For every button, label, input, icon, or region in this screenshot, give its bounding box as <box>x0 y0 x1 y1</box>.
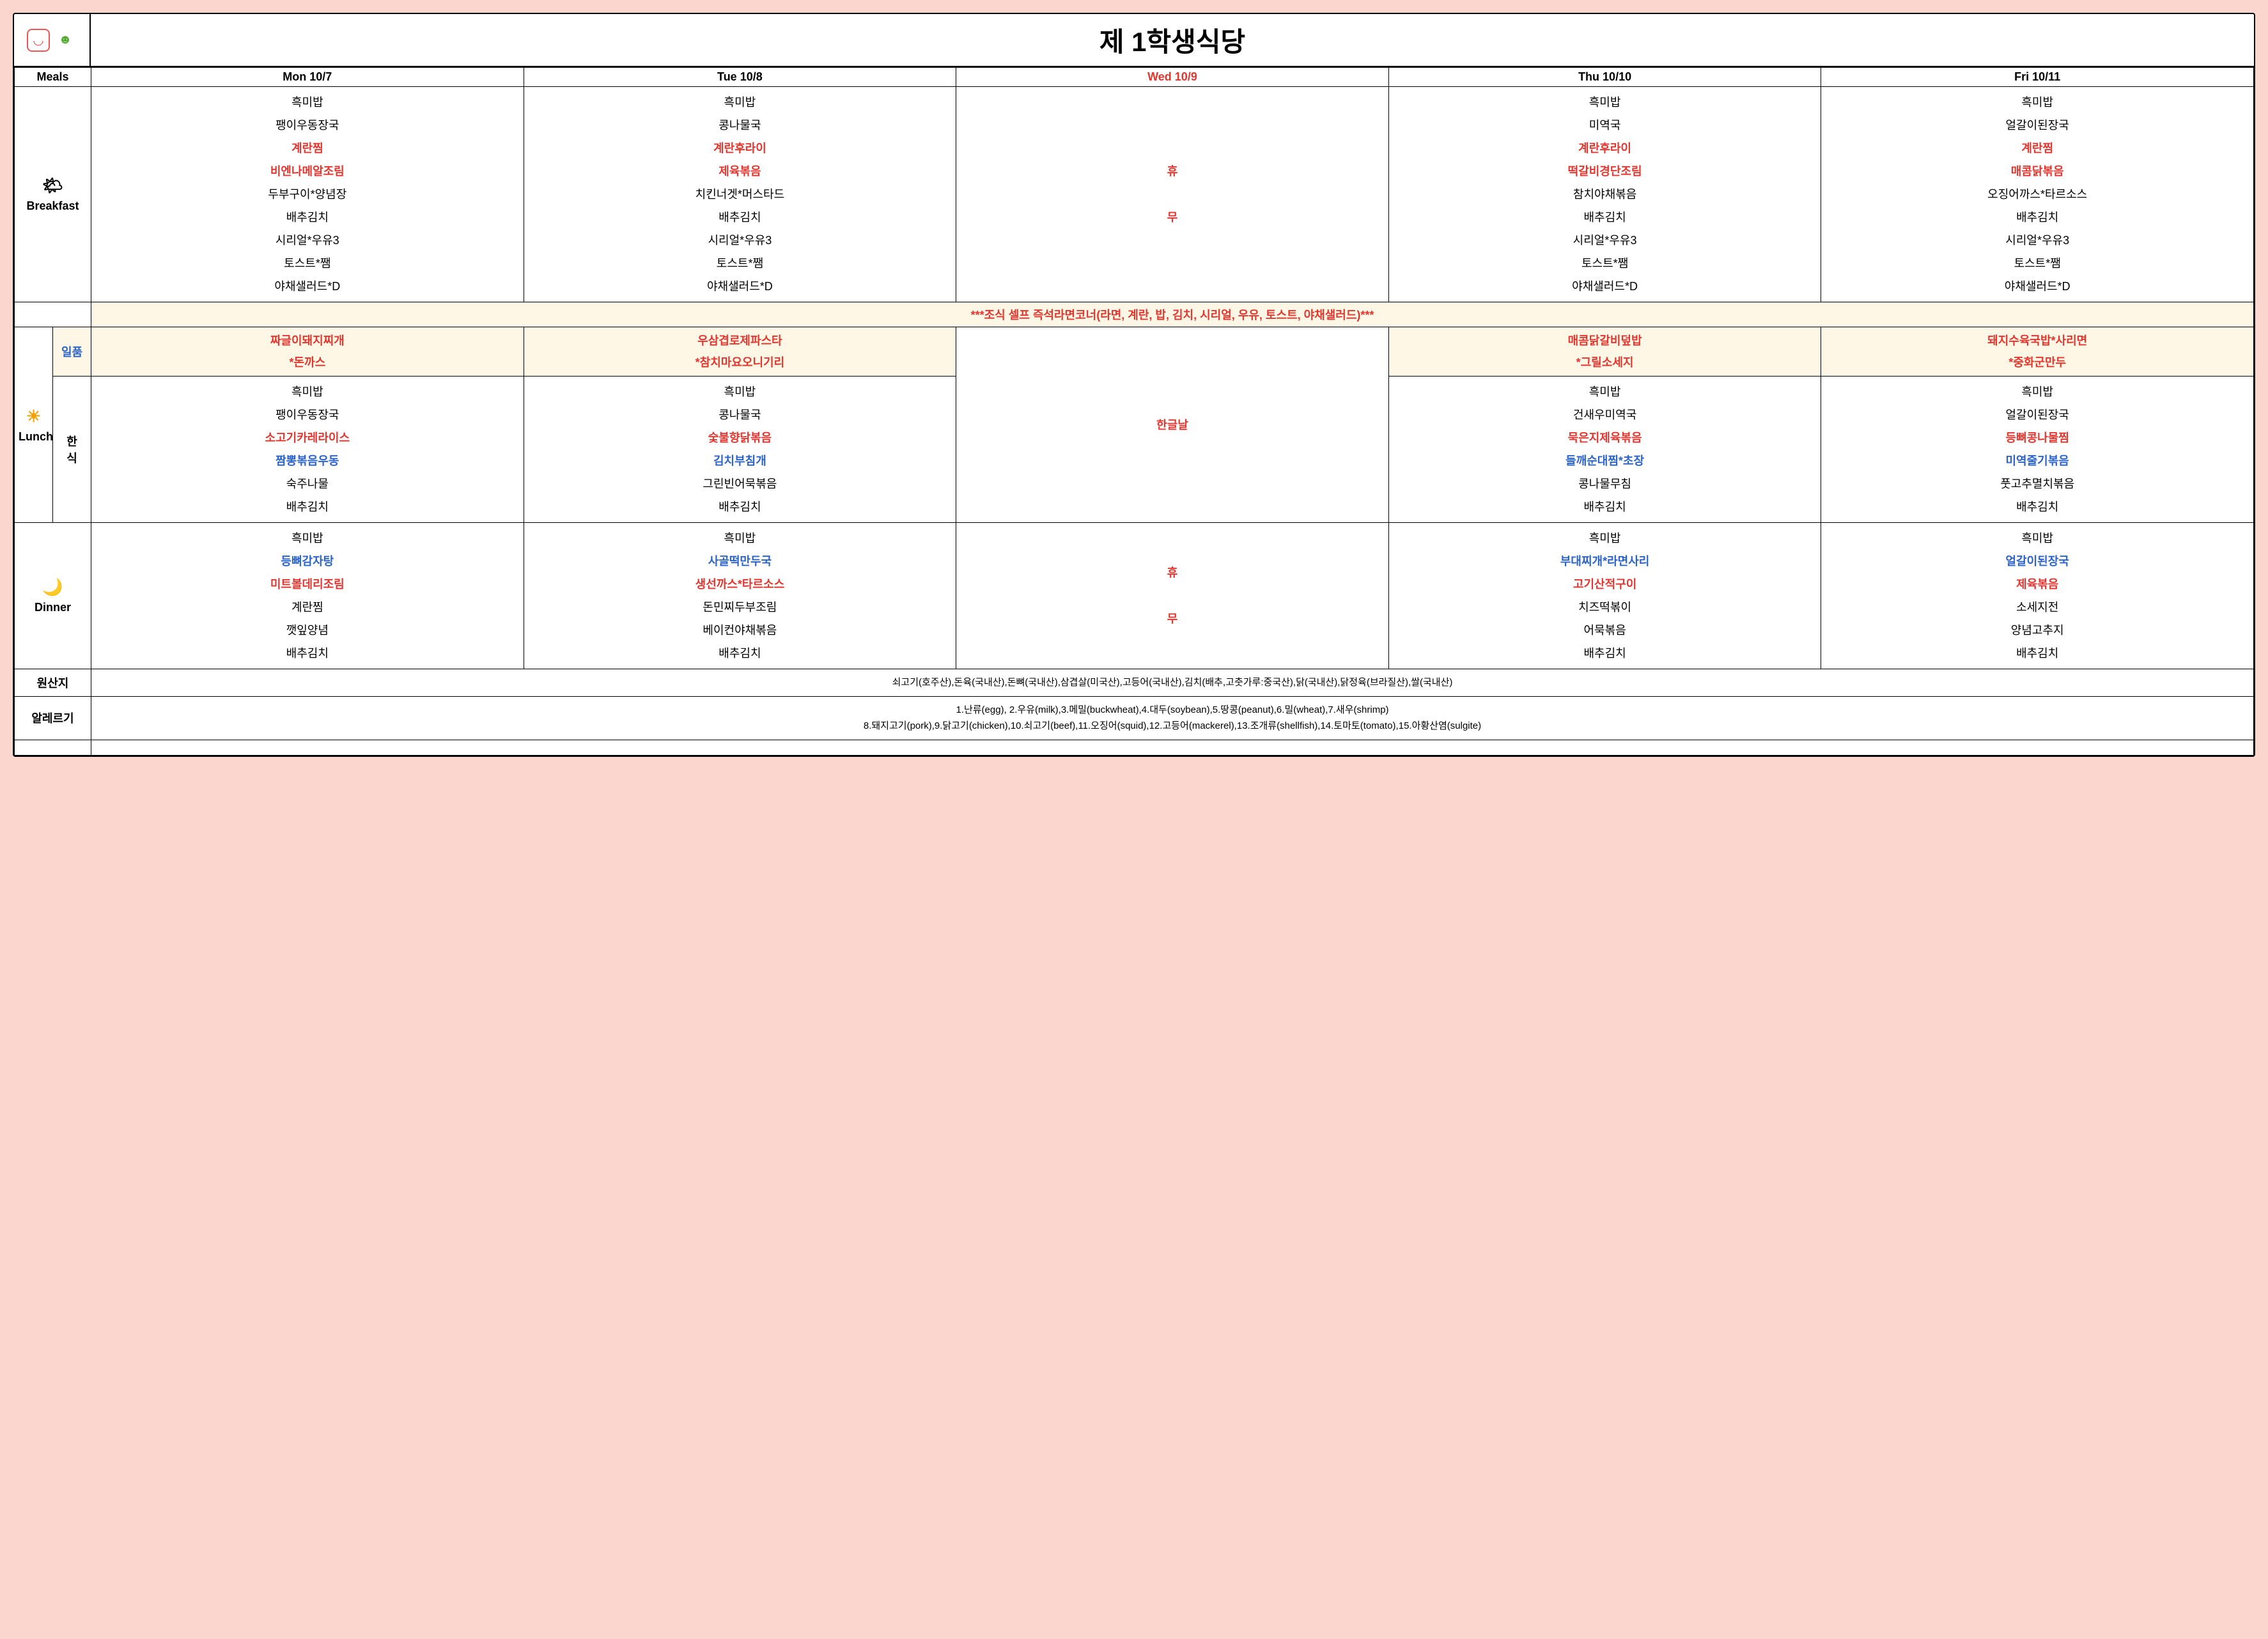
lunch-ilpum-row: ☀ Lunch 일품 짜글이돼지찌개*돈까스 우삼겹로제파스타*참치마요오니기리… <box>15 327 2254 377</box>
dinner-fri: 흑미밥얼갈이된장국제육볶음소세지전양념고추지배추김치 <box>1821 523 2254 669</box>
breakfast-banner: ***조식 셀프 즉석라면코너(라면, 계란, 밥, 김치, 시리얼, 우유, … <box>91 302 2254 327</box>
dinner-mon: 흑미밥등뼈감자탕미트볼데리조림계란찜깻잎양념배추김치 <box>91 523 524 669</box>
header-day-thu: Thu 10/10 <box>1388 68 1821 87</box>
origin-text: 쇠고기(호주산),돈육(국내산),돈뼈(국내산),삼겹살(미국산),고등어(국내… <box>91 669 2254 697</box>
hansik-mon: 흑미밥팽이우동장국소고기카레라이스짬뽕볶음우동숙주나물배추김치 <box>91 377 524 523</box>
empty-row <box>15 740 2254 755</box>
hansik-fri: 흑미밥얼갈이된장국등뼈콩나물찜미역줄기볶음풋고추멸치볶음배추김치 <box>1821 377 2254 523</box>
ilpum-mon: 짜글이돼지찌개*돈까스 <box>91 327 524 377</box>
mascot-icon-2: ☻ <box>54 29 77 52</box>
ilpum-label: 일품 <box>53 327 91 377</box>
sun-cloud-icon: 🌤 <box>19 176 87 196</box>
dinner-row: 🌙 Dinner 흑미밥등뼈감자탕미트볼데리조림계란찜깻잎양념배추김치 흑미밥사… <box>15 523 2254 669</box>
header-day-mon: Mon 10/7 <box>91 68 524 87</box>
header-day-fri: Fri 10/11 <box>1821 68 2254 87</box>
allergy-text: 1.난류(egg), 2.우유(milk),3.메밀(buckwheat),4.… <box>91 696 2254 740</box>
breakfast-tue: 흑미밥콩나물국계란후라이제육볶음치킨너겟*머스타드배추김치시리얼*우유3토스트*… <box>524 87 956 302</box>
breakfast-fri: 흑미밥얼갈이된장국계란찜매콤닭볶음오징어까스*타르소스배추김치시리얼*우유3토스… <box>1821 87 2254 302</box>
menu-sheet: ◡ ☻ 제 1학생식당 Meals Mon 10/7 Tue 10/8 Wed … <box>13 13 2255 757</box>
sun-icon: ☀ <box>19 407 49 426</box>
ilpum-thu: 매콤닭갈비덮밥*그릴소세지 <box>1388 327 1821 377</box>
mascot-icon-1: ◡ <box>27 29 50 52</box>
allergy-label: 알레르기 <box>15 696 91 740</box>
header-day-tue: Tue 10/8 <box>524 68 956 87</box>
breakfast-thu: 흑미밥미역국계란후라이떡갈비경단조림참치야채볶음배추김치시리얼*우유3토스트*쨈… <box>1388 87 1821 302</box>
breakfast-row: 🌤 Breakfast 흑미밥팽이우동장국계란찜비엔나메알조림두부구이*양념장배… <box>15 87 2254 302</box>
origin-row: 원산지 쇠고기(호주산),돈육(국내산),돈뼈(국내산),삼겹살(미국산),고등… <box>15 669 2254 697</box>
origin-label: 원산지 <box>15 669 91 697</box>
allergy-row: 알레르기 1.난류(egg), 2.우유(milk),3.메밀(buckwhea… <box>15 696 2254 740</box>
breakfast-mon: 흑미밥팽이우동장국계란찜비엔나메알조림두부구이*양념장배추김치시리얼*우유3토스… <box>91 87 524 302</box>
dinner-tue: 흑미밥사골떡만두국생선까스*타르소스돈민찌두부조림베이컨야채볶음배추김치 <box>524 523 956 669</box>
page-title: 제 1학생식당 <box>91 14 2254 66</box>
lunch-label: ☀ Lunch <box>15 327 53 523</box>
hansik-label: 한 식 <box>53 377 91 523</box>
header-day-wed: Wed 10/9 <box>956 68 1389 87</box>
lunch-wed: 한글날 <box>956 327 1389 523</box>
header-meals: Meals <box>15 68 91 87</box>
ilpum-tue: 우삼겹로제파스타*참치마요오니기리 <box>524 327 956 377</box>
menu-table: Meals Mon 10/7 Tue 10/8 Wed 10/9 Thu 10/… <box>14 67 2254 756</box>
dinner-thu: 흑미밥부대찌개*라면사리고기산적구이치즈떡볶이어묵볶음배추김치 <box>1388 523 1821 669</box>
hansik-thu: 흑미밥건새우미역국묵은지제육볶음들깨순대찜*초장콩나물무침배추김치 <box>1388 377 1821 523</box>
breakfast-banner-row: ***조식 셀프 즉석라면코너(라면, 계란, 밥, 김치, 시리얼, 우유, … <box>15 302 2254 327</box>
dinner-label: 🌙 Dinner <box>15 523 91 669</box>
moon-icon: 🌙 <box>19 577 87 597</box>
header-row: Meals Mon 10/7 Tue 10/8 Wed 10/9 Thu 10/… <box>15 68 2254 87</box>
breakfast-wed: 휴 무 <box>956 87 1389 302</box>
breakfast-label: 🌤 Breakfast <box>15 87 91 302</box>
dinner-wed: 휴 무 <box>956 523 1389 669</box>
mascot-cell: ◡ ☻ <box>14 14 91 66</box>
ilpum-fri: 돼지수육국밥*사리면*중화군만두 <box>1821 327 2254 377</box>
hansik-tue: 흑미밥콩나물국숯불향닭볶음김치부침개그린빈어묵볶음배추김치 <box>524 377 956 523</box>
title-row: ◡ ☻ 제 1학생식당 <box>14 14 2254 67</box>
